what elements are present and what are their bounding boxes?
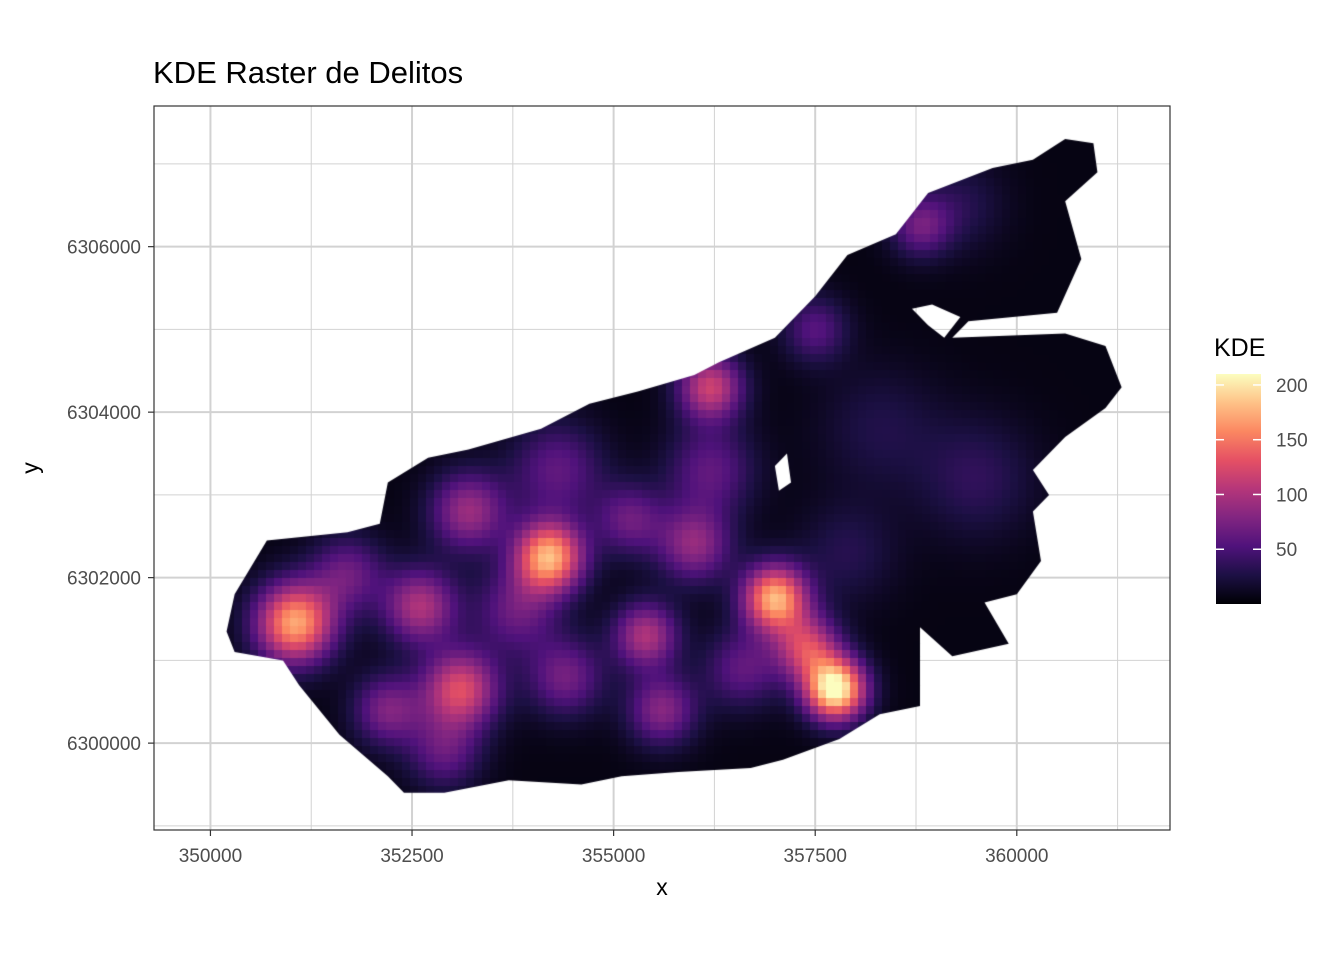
y-axis: 6300000 6302000 6304000 6306000	[67, 238, 154, 755]
y-tick-label: 6300000	[67, 734, 141, 755]
legend-title: KDE	[1214, 334, 1265, 362]
y-tick-label: 6304000	[67, 403, 141, 424]
plot-panel-border	[153, 105, 1171, 831]
x-tick-label: 352500	[380, 846, 443, 867]
chart-title: KDE Raster de Delitos	[153, 55, 463, 90]
legend-tick-label: 150	[1276, 431, 1308, 452]
x-tick-label: 357500	[784, 846, 847, 867]
legend-colorbar	[1216, 374, 1261, 604]
x-axis: 350000 352500 355000 357500 360000	[179, 830, 1048, 867]
x-axis-title: x	[656, 874, 668, 900]
y-axis-title: y	[17, 462, 43, 474]
x-tick-label: 360000	[985, 846, 1048, 867]
x-tick-label: 350000	[179, 846, 242, 867]
y-tick-label: 6306000	[67, 238, 141, 259]
y-tick-label: 6302000	[67, 569, 141, 590]
legend-tick-label: 50	[1276, 540, 1297, 561]
legend-ticks: 50 100 150 200	[1216, 376, 1308, 561]
legend-tick-label: 200	[1276, 376, 1308, 397]
kde-raster	[154, 106, 1170, 830]
legend: KDE 50 100 150 200	[1214, 334, 1308, 604]
legend-tick-label: 100	[1276, 485, 1308, 506]
x-tick-label: 355000	[582, 846, 645, 867]
